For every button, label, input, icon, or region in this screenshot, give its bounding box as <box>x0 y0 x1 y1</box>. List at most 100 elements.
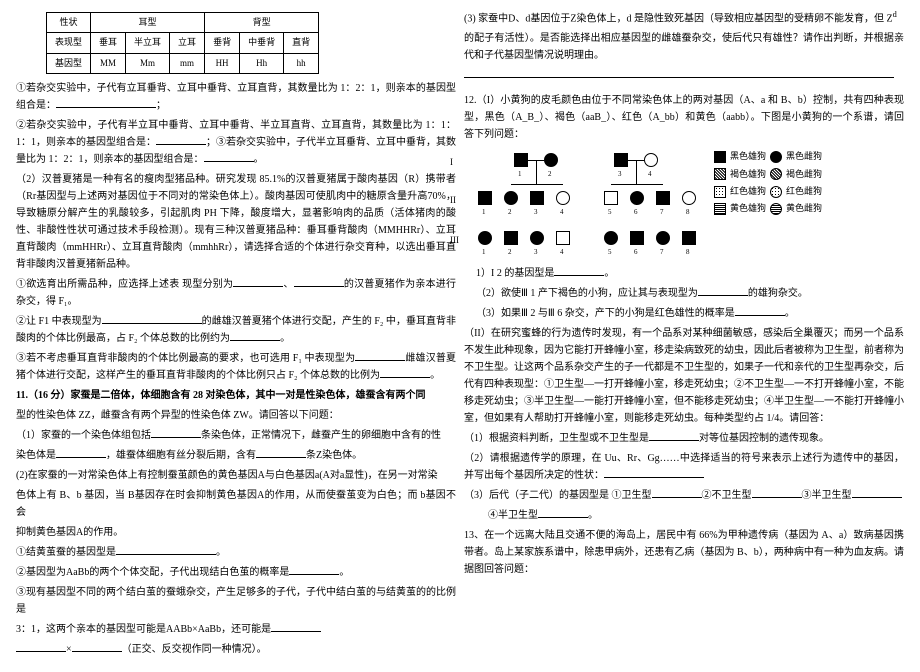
node-III6 <box>630 231 644 245</box>
r-p1b: 的配子有活性）。是否能选择出相应基因型的雌雄蚕杂交，使后代只有雄性？请作出判断，… <box>464 30 904 64</box>
q11d2-text: ，雄蚕体细胞有丝分裂后期，含有 <box>106 450 256 461</box>
leg-rf: 红色雌狗 <box>786 184 822 199</box>
q11k-text: 3：1，这两个亲本的基因型可能是AABb×AaBb，还可能是 <box>16 624 271 635</box>
num-II1: 1 <box>482 207 486 219</box>
node-I4 <box>644 153 658 167</box>
blank-r3 <box>735 306 785 316</box>
num-III8: 8 <box>686 247 690 259</box>
q11k-wrap: 3：1，这两个亲本的基因型可能是AABb×AaBb，还可能是 <box>16 621 456 638</box>
num-I3: 3 <box>618 169 622 181</box>
r2c6: 中垂背 <box>240 33 284 53</box>
num-III7: 7 <box>660 247 664 259</box>
r2c4: 立耳 <box>170 33 205 53</box>
blank-r1 <box>464 68 894 78</box>
blank-4a <box>233 277 283 287</box>
line-II-h2 <box>611 184 663 185</box>
r2c1: 表现型 <box>47 33 91 53</box>
r3c2: MM <box>91 53 126 73</box>
node-II3 <box>530 191 544 205</box>
r3-text: （3）如果Ⅲ 2 与Ⅲ 6 杂交，产下的小狗是红色雄性的概率是 <box>476 308 735 319</box>
node-III3 <box>530 231 544 245</box>
blank-11d2 <box>256 448 306 458</box>
pedigree-legend: 黑色雄狗黑色雌狗 褐色雄狗褐色雌狗 红色雄狗红色雌狗 黄色雄狗黄色雌狗 <box>714 149 874 259</box>
num-I2: 2 <box>548 169 552 181</box>
num-I4: 4 <box>648 169 652 181</box>
r2-wrap: （2）欲使Ⅲ 1 产下褐色的小狗，应让其与表现型为 的雄狗杂交。 <box>464 285 904 302</box>
rII3c-text: ③半卫生型 <box>802 490 852 501</box>
blank-2 <box>156 135 206 145</box>
p5-wrap: ②让 F1 中表现型为的雌雄汉普夏猪个体进行交配，产生的 F₂ 中，垂耳直背非酸… <box>16 313 456 347</box>
blank-11h <box>116 545 216 555</box>
rII3-wrap: （3）后代（子二代）的基因型是 ①卫生型②不卫生型③半卫生型 <box>464 487 904 504</box>
r3c7: hh <box>284 53 319 73</box>
sym-yellow-c <box>770 203 782 215</box>
pedigree-figure: I II III 1 2 3 4 1 2 <box>464 149 904 259</box>
sym-red-sq <box>714 186 726 198</box>
r2c7: 直背 <box>284 33 319 53</box>
r2b-text: 的雄狗杂交。 <box>748 288 808 299</box>
line-II-h1 <box>511 184 563 185</box>
node-III2 <box>504 231 518 245</box>
q11g: 抑制黄色基因A的作用。 <box>16 524 456 541</box>
node-III5 <box>604 231 618 245</box>
node-I1 <box>514 153 528 167</box>
q11c-text: （1）家蚕的一个染色体组包括 <box>16 430 151 441</box>
node-III4 <box>556 231 570 245</box>
node-III7 <box>656 231 670 245</box>
blank-rII3c <box>852 488 902 498</box>
leg-rm: 红色雄狗 <box>730 184 766 199</box>
blank-rII3d <box>538 508 588 518</box>
sym-black-c <box>770 151 782 163</box>
r-p1: (3) 家蚕中D、d基因位于Z染色体上，d 是隐性致死基因（导致相应基因型的受精… <box>464 8 904 27</box>
leg-yellow: 黄色雄狗黄色雌狗 <box>714 201 874 216</box>
q11i-wrap: ②基因型为AaBb的两个个体交配，子代出现结白色茧的概率是。 <box>16 564 456 581</box>
leg-yf: 黄色雌狗 <box>786 201 822 216</box>
blank-11d <box>56 448 106 458</box>
line-I34v <box>636 160 637 184</box>
node-II8 <box>682 191 696 205</box>
leg-red: 红色雄狗 红色雌狗 <box>714 184 874 199</box>
blank-1 <box>56 98 156 108</box>
num-II4: 4 <box>560 207 564 219</box>
leg-bm: 黑色雄狗 <box>730 149 766 164</box>
rII3-text: （3）后代（子二代）的基因型是 ①卫生型 <box>464 490 652 501</box>
q11b: 型的性染色体 ZZ，雌蚕含有两个异型的性染色体 ZW。请回答以下问题： <box>16 407 456 424</box>
r1-wrap: 1）I 2 的基因型是。 <box>464 265 904 282</box>
gen-2: II <box>450 193 456 208</box>
num-II8: 8 <box>686 207 690 219</box>
rII2-wrap: （2）请根据遗传学的原理，在 Uu、Rr、Gg……中选择适当的符号来表示上述行为… <box>464 450 904 484</box>
right-column: (3) 家蚕中D、d基因位于Z染色体上，d 是隐性致死基因（导致相应基因型的受精… <box>460 8 908 664</box>
num-I1: 1 <box>518 169 522 181</box>
q11d-wrap: 染色体是，雄蚕体细胞有丝分裂后期，含有条Z染色体。 <box>16 447 456 464</box>
q11d3-text: 条Z染色体。 <box>306 450 362 461</box>
blank-5 <box>102 314 202 324</box>
node-III1 <box>478 231 492 245</box>
r2c3: 半立耳 <box>126 33 170 53</box>
r2-text: （2）欲使Ⅲ 1 产下褐色的小狗，应让其与表现型为 <box>476 288 698 299</box>
q11i-text: ②基因型为AaBb的两个个体交配，子代出现结白色茧的概率是 <box>16 567 289 578</box>
p5-text: ②让 F1 中表现型为 <box>16 316 102 327</box>
th-ear: 耳型 <box>91 13 205 33</box>
trait-table: 性状 耳型 背型 表现型 垂耳 半立耳 立耳 垂背 中垂背 直背 基因型 MM … <box>46 12 319 74</box>
sym-yellow-sq <box>714 203 726 215</box>
node-II1 <box>478 191 492 205</box>
blank-11l1 <box>16 642 66 652</box>
blank-r1t <box>554 266 604 276</box>
sym-black-sq <box>714 151 726 163</box>
p4-wrap: ①欲选育出所需品种，应选择上述表 现型分别为、的汉普夏猪作为亲本进行杂交，得 F… <box>16 276 456 310</box>
rII1-text: （1）根据资料判断，卫生型或不卫生型是 <box>464 433 649 444</box>
q11c2-text: 条染色体，正常情况下，雌蚕产生的卵细胞中含有的性 <box>201 430 441 441</box>
q13-text: 13、在一个远离大陆且交通不便的海岛上，居民中有 66%为甲种遗传病（基因为 A… <box>464 527 904 578</box>
node-II2 <box>504 191 518 205</box>
blank-rII3a <box>652 488 702 498</box>
leg-black: 黑色雄狗黑色雌狗 <box>714 149 874 164</box>
rII-text: （II）在研究蜜蜂的行为遗传时发现，有一个品系对某种细菌敏感，感染后全巢覆灭；而… <box>464 325 904 427</box>
q11h-wrap: ①结黄茧蚕的基因型是。 <box>16 544 456 561</box>
num-III6: 6 <box>634 247 638 259</box>
r1-text: 1）I 2 的基因型是 <box>476 268 554 279</box>
num-III1: 1 <box>482 247 486 259</box>
th-trait: 性状 <box>47 13 91 33</box>
r3c6: Hh <box>240 53 284 73</box>
blank-11k <box>271 622 321 632</box>
q11m-text: （正交、反交视作同一种情况）。 <box>122 644 267 655</box>
